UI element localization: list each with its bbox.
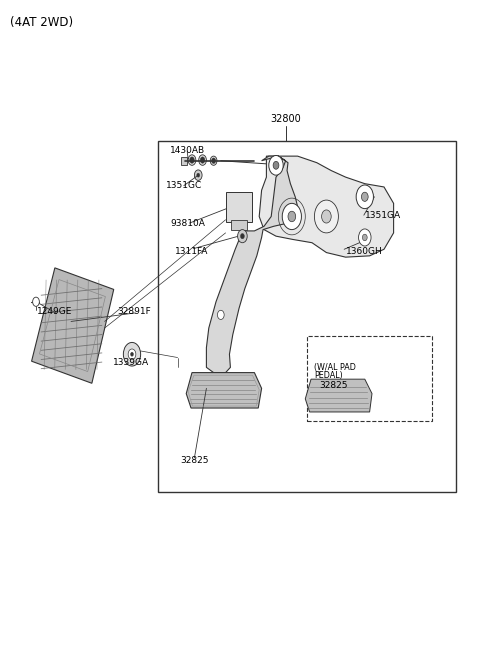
Polygon shape <box>186 373 262 408</box>
Text: 1351GA: 1351GA <box>365 211 401 220</box>
Circle shape <box>190 157 194 163</box>
Polygon shape <box>259 156 394 257</box>
Circle shape <box>128 349 136 359</box>
Circle shape <box>322 210 331 223</box>
Bar <box>307 336 432 421</box>
Text: 1351GC: 1351GC <box>166 181 202 190</box>
Bar <box>181 157 187 165</box>
Text: (W/AL PAD: (W/AL PAD <box>314 363 356 372</box>
Circle shape <box>194 170 202 180</box>
Bar <box>231 220 247 230</box>
Circle shape <box>288 211 296 222</box>
Polygon shape <box>305 379 372 412</box>
Circle shape <box>33 297 39 306</box>
Text: 32800: 32800 <box>270 114 301 125</box>
Text: 32825: 32825 <box>180 456 208 465</box>
Circle shape <box>131 352 133 356</box>
Bar <box>226 192 252 222</box>
Circle shape <box>362 234 367 241</box>
Text: 1311FA: 1311FA <box>175 247 209 256</box>
Circle shape <box>240 234 244 239</box>
Circle shape <box>314 200 338 233</box>
Text: 32891F: 32891F <box>118 307 151 316</box>
Circle shape <box>217 310 224 319</box>
Text: 1249GE: 1249GE <box>37 307 73 316</box>
Circle shape <box>200 157 205 163</box>
Ellipse shape <box>188 155 196 165</box>
Polygon shape <box>206 156 298 373</box>
Text: 32825: 32825 <box>319 381 348 390</box>
Circle shape <box>269 155 283 175</box>
Bar <box>158 141 456 492</box>
Ellipse shape <box>210 156 217 165</box>
Text: 1339GA: 1339GA <box>113 358 149 367</box>
Circle shape <box>361 192 368 201</box>
Text: 93810A: 93810A <box>170 218 205 228</box>
Circle shape <box>123 342 141 366</box>
Circle shape <box>356 185 373 209</box>
Circle shape <box>197 173 200 177</box>
Text: (4AT 2WD): (4AT 2WD) <box>10 16 73 30</box>
Polygon shape <box>32 268 114 383</box>
Circle shape <box>359 229 371 246</box>
Text: 1430AB: 1430AB <box>170 146 205 155</box>
Circle shape <box>282 203 301 230</box>
Text: PEDAL): PEDAL) <box>314 371 343 380</box>
Circle shape <box>238 230 247 243</box>
Text: 1360GH: 1360GH <box>346 247 383 256</box>
Circle shape <box>273 161 279 169</box>
Ellipse shape <box>199 155 206 165</box>
Circle shape <box>212 158 216 163</box>
